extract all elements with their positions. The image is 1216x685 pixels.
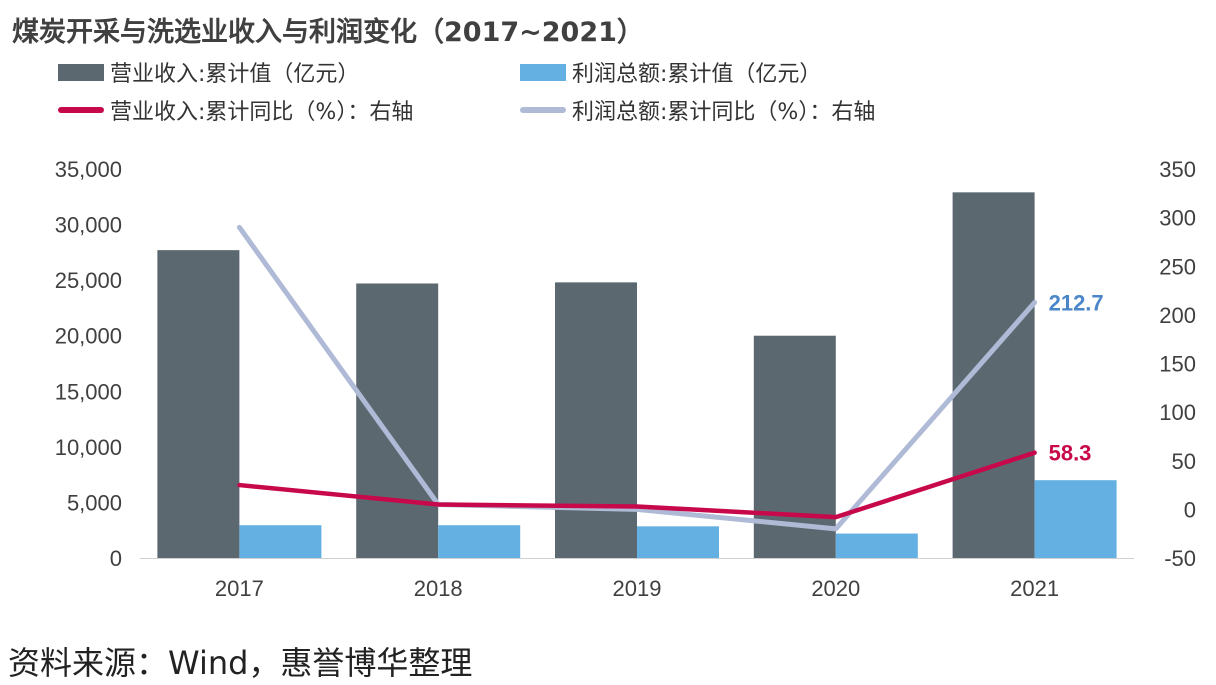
x-tick-label: 2021 bbox=[1010, 576, 1059, 601]
legend-swatch-profit-bar bbox=[520, 63, 566, 81]
y-left-tick-label: 25,000 bbox=[55, 268, 122, 293]
profit-bar bbox=[239, 525, 322, 558]
legend-label-profit-bar: 利润总额:累计值（亿元） bbox=[572, 62, 822, 87]
y-right-tick-label: 150 bbox=[1159, 352, 1196, 377]
revenue-bar bbox=[356, 283, 439, 558]
profit-bar bbox=[1034, 480, 1117, 558]
y-left-tick-label: 15,000 bbox=[55, 379, 122, 404]
profit-yoy-line bbox=[236, 224, 1038, 532]
y-left-tick-label: 10,000 bbox=[55, 435, 122, 460]
x-tick-label: 2017 bbox=[215, 576, 264, 601]
profit-bar bbox=[438, 525, 521, 558]
profit-bar bbox=[835, 533, 918, 558]
y-left-tick-label: 35,000 bbox=[55, 157, 122, 182]
revenue-bar bbox=[555, 282, 637, 558]
y-right-tick-label: 200 bbox=[1159, 303, 1196, 328]
chart-title: 煤炭开采与洗选业收入与利润变化（2017~2021） bbox=[12, 17, 644, 48]
x-tick-label: 2019 bbox=[613, 576, 662, 601]
legend-item-profit-bar: 利润总额:累计值（亿元） bbox=[520, 56, 821, 88]
source-note: 资料来源：Wind，惠誉博华整理 bbox=[8, 644, 473, 682]
legend-swatch-revenue-line bbox=[58, 107, 104, 113]
profit-bar bbox=[637, 526, 719, 558]
y-right-tick-label: 350 bbox=[1159, 157, 1196, 182]
y-right-tick-label: -50 bbox=[1164, 546, 1196, 571]
profit-yoy-data-label: 212.7 bbox=[1049, 291, 1104, 316]
legend-item-profit-line: 利润总额:累计同比（%）：右轴 bbox=[520, 94, 875, 126]
y-right-tick-label: 300 bbox=[1159, 206, 1196, 231]
legend-swatch-profit-line bbox=[520, 107, 566, 113]
legend-label-revenue-bar: 营业收入:累计值（亿元） bbox=[110, 62, 360, 87]
revenue-bar bbox=[952, 192, 1035, 558]
y-right-tick-label: 50 bbox=[1172, 449, 1196, 474]
y-left-tick-label: 30,000 bbox=[55, 213, 122, 238]
revenue-bar bbox=[157, 250, 240, 558]
y-right-tick-label: 100 bbox=[1159, 400, 1196, 425]
y-left-tick-label: 20,000 bbox=[55, 324, 122, 349]
x-tick-label: 2020 bbox=[811, 576, 860, 601]
legend-item-revenue-line: 营业收入:累计同比（%）：右轴 bbox=[58, 94, 413, 126]
combo-chart: 0 5,000 10,000 15,000 20,000 25,000 30,000 35,0… bbox=[55, 157, 1196, 601]
legend-item-revenue-bar: 营业收入:累计值（亿元） bbox=[58, 56, 359, 88]
legend: 营业收入:累计值（亿元） 利润总额:累计值（亿元） 营业收入:累计同比（%）：右… bbox=[0, 56, 1216, 136]
revenue-yoy-data-label: 58.3 bbox=[1049, 441, 1092, 466]
legend-label-profit-line: 利润总额:累计同比（%）：右轴 bbox=[572, 100, 876, 125]
y-left-tick-label: 0 bbox=[110, 546, 122, 571]
y-right-tick-label: 250 bbox=[1159, 254, 1196, 279]
y-left-tick-label: 5,000 bbox=[67, 490, 122, 515]
legend-label-revenue-line: 营业收入:累计同比（%）：右轴 bbox=[110, 100, 414, 125]
y-right-tick-label: 0 bbox=[1184, 497, 1196, 522]
x-tick-label: 2018 bbox=[414, 576, 463, 601]
revenue-yoy-line bbox=[237, 450, 1037, 520]
legend-swatch-revenue-bar bbox=[58, 63, 104, 81]
